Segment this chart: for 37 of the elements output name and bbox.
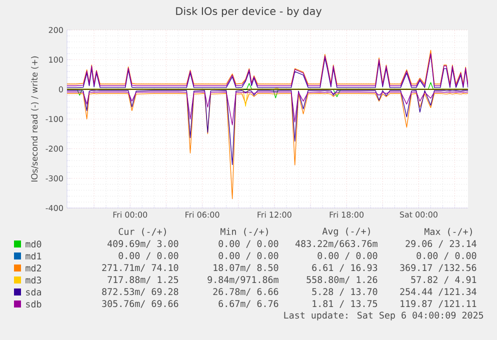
- text: 0.00 / 0.00: [218, 252, 278, 260]
- text: 0.00 / 0.00: [118, 252, 178, 260]
- text: Cur (-/+): [118, 228, 166, 236]
- text: 0.00 / 0.00: [318, 252, 378, 260]
- text: 1.81 / 13.75: [312, 300, 378, 308]
- legend-label: md0: [26, 240, 42, 248]
- text: 6.67m/ 6.76: [218, 300, 278, 308]
- text: 369.17 /132.56: [400, 264, 476, 272]
- legend-label: md2: [26, 264, 41, 272]
- text: 0.00 / 0.00: [218, 240, 278, 248]
- text: 558.80m/ 1.26: [306, 276, 378, 284]
- text: 5.28 / 13.70: [312, 288, 378, 296]
- text: 271.71m/ 74.10: [102, 264, 178, 272]
- legend-label: sdb: [26, 300, 42, 308]
- text: 6.61 / 16.93: [312, 264, 378, 272]
- text: 483.22m/663.76m: [295, 240, 378, 248]
- text: Last update: Sat Sep 6 04:00:09 2025: [284, 312, 484, 320]
- text: 717.88m/ 1.25: [108, 276, 178, 284]
- text: 119.87 /121.11: [400, 300, 476, 308]
- text: Max (-/+): [424, 228, 472, 236]
- text: 305.76m/ 69.66: [102, 300, 178, 308]
- text: 29.06 / 23.14: [406, 240, 476, 248]
- y-axis-title: IOs/second read (-) / write (+): [31, 56, 39, 182]
- text: 18.07m/ 8.50: [214, 264, 278, 272]
- text: 26.78m/ 6.66: [213, 288, 278, 296]
- text: 57.82 / 4.91: [411, 276, 476, 284]
- text: 409.69m/ 3.00: [108, 240, 178, 248]
- text: 254.44 /121.34: [400, 288, 476, 296]
- text: 9.84m/971.86m: [208, 276, 278, 284]
- legend-label: md3: [26, 276, 42, 284]
- text: 0.00 / 0.00: [416, 252, 476, 260]
- legend-label: sda: [26, 288, 41, 296]
- legend-label: md1: [26, 252, 42, 260]
- text: Min (-/+): [220, 228, 268, 236]
- chart-title: Disk IOs per device - by day: [176, 6, 322, 18]
- text: Avg (-/+): [322, 228, 370, 236]
- text: 872.53m/ 69.28: [102, 288, 178, 296]
